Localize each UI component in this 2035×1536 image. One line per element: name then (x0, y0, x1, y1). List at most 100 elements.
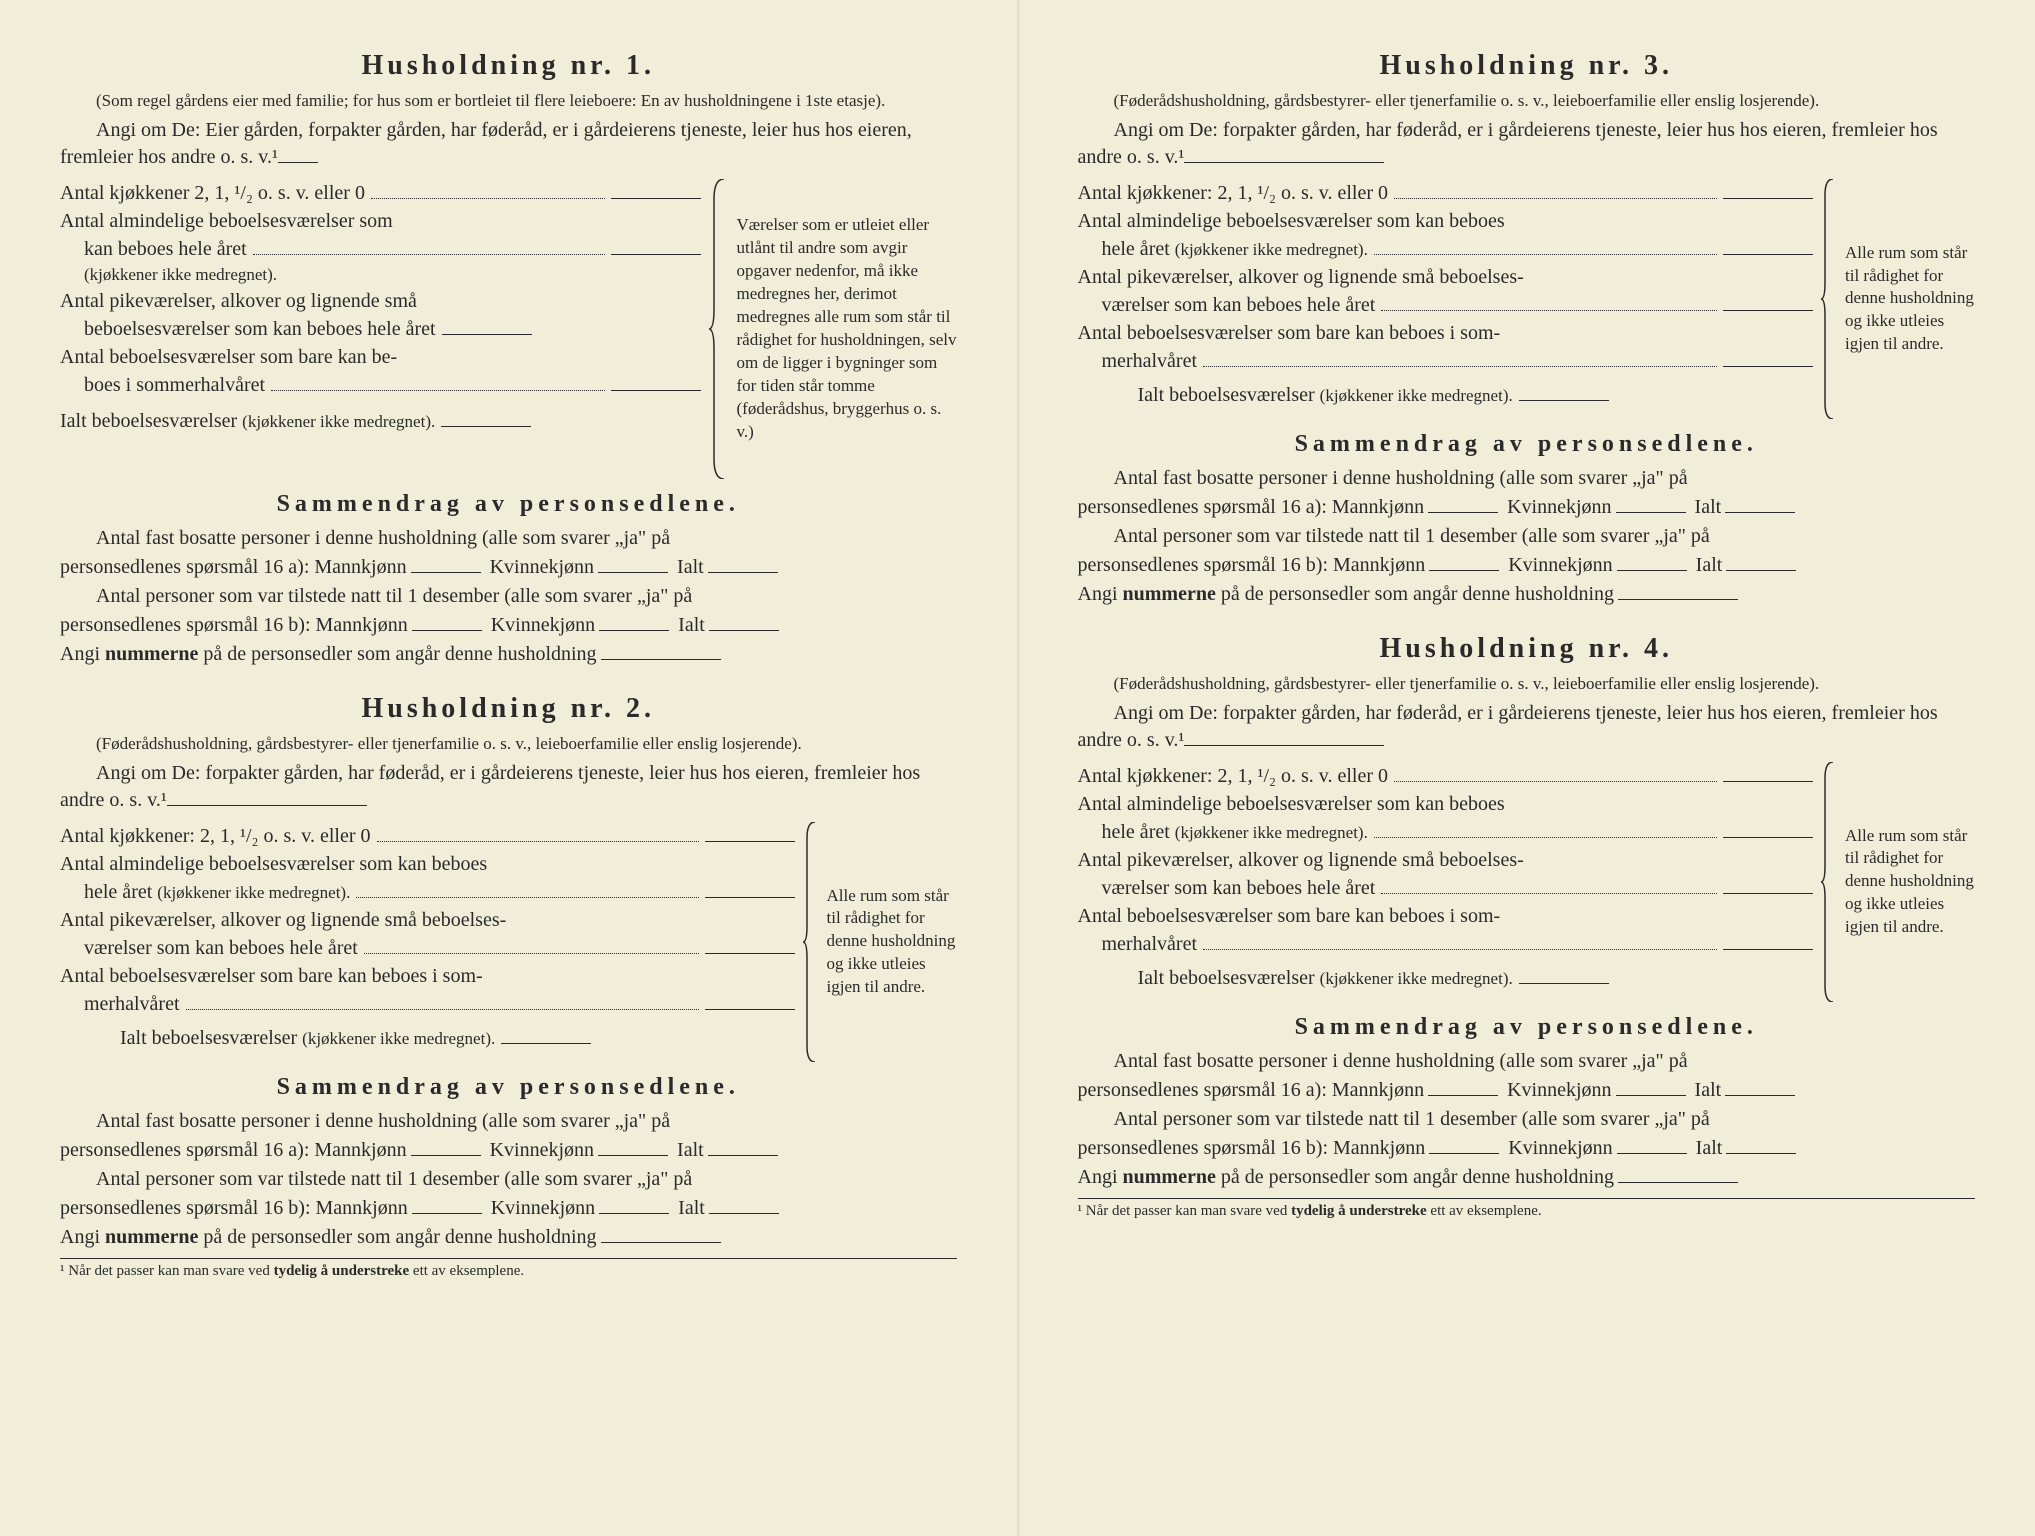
footnote-right: ¹ Når det passer kan man svare ved tydel… (1078, 1198, 1976, 1220)
summary-heading-3: Sammendrag av personsedlene. (1078, 431, 1976, 458)
l2r2b: hele året (84, 878, 152, 906)
s4l3b: nummerne (1123, 1166, 1216, 1188)
l3r2b: hele året (1102, 235, 1170, 263)
s2l3c: på de personsedler som angår denne husho… (198, 1226, 596, 1248)
s2l1b: personsedlenes spørsmål 16 a): Mannkjønn… (60, 1136, 957, 1165)
s4l3: Angi nummerne på de personsedler som ang… (1078, 1163, 1976, 1192)
intro-2: (Føderådshusholdning, gårdsbestyrer- ell… (60, 733, 957, 756)
l3r2a: Antal almindelige beboelsesværelser som … (1078, 207, 1505, 235)
angi-4: Angi om De: forpakter gården, har føderå… (1078, 700, 1976, 754)
section-3: Husholdning nr. 3. (Føderådshusholdning,… (1078, 50, 1976, 609)
s3l2b-k: Kvinnekjønn (1508, 554, 1612, 576)
l1r3a: Antal pikeværelser, alkover og lignende … (60, 287, 417, 315)
s2l1b-i: Ialt (677, 1139, 704, 1161)
s4l1b-i: Ialt (1695, 1079, 1722, 1101)
l2r2p: (kjøkkener ikke medregnet). (157, 881, 350, 905)
s1l3c: på de personsedler som angår denne husho… (198, 643, 596, 665)
list-4: Antal kjøkkener: 2, 1, ¹/₂ o. s. v. elle… (1078, 762, 1976, 1002)
s2l1a: Antal fast bosatte personer i denne hush… (60, 1107, 957, 1136)
s3l2a: Antal personer som var tilstede natt til… (1078, 522, 1976, 551)
s3l1a: Antal fast bosatte personer i denne hush… (1078, 464, 1976, 493)
fn-l-1: Når det passer kan man svare ved (65, 1263, 274, 1279)
l2r5a: Ialt beboelsesværelser (120, 1024, 297, 1052)
heading-1: Husholdning nr. 1. (60, 50, 957, 82)
intro-4: (Føderådshusholdning, gårdsbestyrer- ell… (1078, 673, 1976, 696)
s4l1a: Antal fast bosatte personer i denne hush… (1078, 1047, 1976, 1076)
s2l2b-p: personsedlenes spørsmål 16 b): Mannkjønn (60, 1197, 408, 1219)
s2l3a: Angi (60, 1226, 105, 1248)
l2r2a: Antal almindelige beboelsesværelser som … (60, 850, 487, 878)
angi-4-line (1184, 728, 1384, 746)
l2r4b: merhalvåret (84, 990, 180, 1018)
l4r4a: Antal beboelsesværelser som bare kan beb… (1078, 902, 1501, 930)
s1l1b-k: Kvinnekjønn (490, 556, 594, 578)
angi-3-line (1184, 145, 1384, 163)
intro-1: (Som regel gårdens eier med familie; for… (60, 90, 957, 113)
angi-1: Angi om De: Eier gården, forpakter gårde… (60, 117, 957, 171)
s3l1b-k: Kvinnekjønn (1507, 496, 1611, 518)
brace-4 (1813, 762, 1845, 1002)
l1r2a: Antal almindelige beboelsesværelser som (60, 207, 393, 235)
s3l1b-p: personsedlenes spørsmål 16 a): Mannkjønn (1078, 496, 1425, 518)
l1r2p: (kjøkkener ikke medregnet). (84, 263, 277, 287)
sidenote-3: Alle rum som står til rådighet for denne… (1845, 179, 1975, 419)
sidenote-2: Alle rum som står til rådighet for denne… (827, 822, 957, 1062)
l4r3b: værelser som kan beboes hele året (1102, 874, 1376, 902)
l1r5p: (kjøkkener ikke medregnet). (242, 410, 435, 434)
list-3-col: Antal kjøkkener: 2, 1, ¹/₂ o. s. v. elle… (1078, 179, 1814, 419)
s1l2b: personsedlenes spørsmål 16 b): Mannkjønn… (60, 611, 957, 640)
s1l3a: Angi (60, 643, 105, 665)
l4r2p: (kjøkkener ikke medregnet). (1175, 821, 1368, 845)
list-2: Antal kjøkkener: 2, 1, ¹/₂ o. s. v. elle… (60, 822, 957, 1062)
summary-heading-4: Sammendrag av personsedlene. (1078, 1014, 1976, 1041)
s1l1a: Antal fast bosatte personer i denne hush… (60, 524, 957, 553)
s3l1b-i: Ialt (1695, 496, 1722, 518)
list-4-col: Antal kjøkkener: 2, 1, ¹/₂ o. s. v. elle… (1078, 762, 1814, 1002)
s3l2b-i: Ialt (1696, 554, 1723, 576)
l4r1: Antal kjøkkener: 2, 1, ¹/₂ o. s. v. elle… (1078, 762, 1389, 790)
heading-3: Husholdning nr. 3. (1078, 50, 1976, 82)
s1l3: Angi nummerne på de personsedler som ang… (60, 640, 957, 669)
l4r4b: merhalvåret (1102, 930, 1198, 958)
s2l3: Angi nummerne på de personsedler som ang… (60, 1223, 957, 1252)
intro-3: (Føderådshusholdning, gårdsbestyrer- ell… (1078, 90, 1976, 113)
summary-heading-2: Sammendrag av personsedlene. (60, 1074, 957, 1101)
l4r5p: (kjøkkener ikke medregnet). (1320, 967, 1513, 991)
l3r4b: merhalvåret (1102, 347, 1198, 375)
fn-l-2: tydelig å understreke (274, 1263, 410, 1279)
footnote-left: ¹ Når det passer kan man svare ved tydel… (60, 1258, 957, 1280)
brace-3 (1813, 179, 1845, 419)
l2r1: Antal kjøkkener: 2, 1, ¹/₂ o. s. v. elle… (60, 822, 371, 850)
s3l1b: personsedlenes spørsmål 16 a): Mannkjønn… (1078, 493, 1976, 522)
section-1: Husholdning nr. 1. (Som regel gårdens ei… (60, 50, 957, 669)
angi-1-text: Angi om De: Eier gården, forpakter gårde… (60, 119, 912, 168)
l2r4a: Antal beboelsesværelser som bare kan beb… (60, 962, 483, 990)
l2r5p: (kjøkkener ikke medregnet). (302, 1027, 495, 1051)
s4l2b-k: Kvinnekjønn (1508, 1137, 1612, 1159)
s1l2a: Antal personer som var tilstede natt til… (60, 582, 957, 611)
l3r5a: Ialt beboelsesværelser (1138, 381, 1315, 409)
brace-1 (701, 179, 737, 479)
s4l2b-p: personsedlenes spørsmål 16 b): Mannkjønn (1078, 1137, 1426, 1159)
s1l2b-k: Kvinnekjønn (491, 614, 595, 636)
angi-2-line (167, 788, 367, 806)
s4l1b-k: Kvinnekjønn (1507, 1079, 1611, 1101)
s3l3c: på de personsedler som angår denne husho… (1216, 583, 1614, 605)
l2r3b: værelser som kan beboes hele året (84, 934, 358, 962)
fn-r-2: tydelig å understreke (1291, 1203, 1427, 1219)
l1r3b: beboelsesværelser som kan beboes hele år… (84, 315, 436, 343)
sidenote-1: Værelser som er utleiet eller utlånt til… (737, 179, 957, 479)
fn-r-1: Når det passer kan man svare ved (1082, 1203, 1291, 1219)
s2l3b: nummerne (105, 1226, 198, 1248)
brace-2 (795, 822, 827, 1062)
angi-2: Angi om De: forpakter gården, har føderå… (60, 760, 957, 814)
fn-l-3: ett av eksemplene. (409, 1263, 524, 1279)
l2r3a: Antal pikeværelser, alkover og lignende … (60, 906, 506, 934)
s4l1b: personsedlenes spørsmål 16 a): Mannkjønn… (1078, 1076, 1976, 1105)
l3r5p: (kjøkkener ikke medregnet). (1320, 384, 1513, 408)
list-2-col: Antal kjøkkener: 2, 1, ¹/₂ o. s. v. elle… (60, 822, 795, 1062)
heading-4: Husholdning nr. 4. (1078, 633, 1976, 665)
s1l2b-i: Ialt (678, 614, 705, 636)
fn-r-3: ett av eksemplene. (1427, 1203, 1542, 1219)
l1r4b: boes i sommerhalvåret (84, 371, 265, 399)
